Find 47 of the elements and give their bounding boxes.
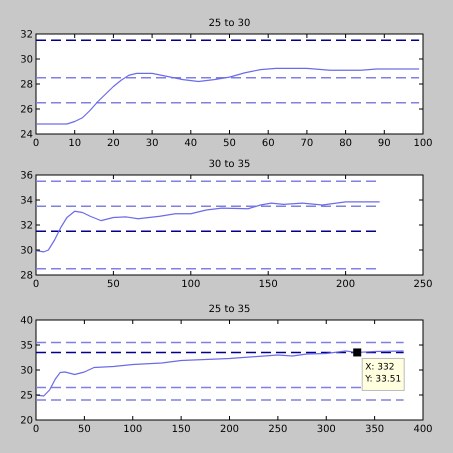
- y-tick-label: 28: [20, 80, 33, 90]
- chart-title: 25 to 30: [208, 18, 250, 29]
- annotation: X: 332 Y: 33.51: [364, 362, 402, 384]
- x-tick-label: 400: [413, 424, 433, 435]
- x-tick-label: 250: [413, 279, 433, 290]
- chart-title: 25 to 35: [208, 304, 250, 315]
- chart-title: 30 to 35: [208, 159, 250, 170]
- y-tick-label: 35: [20, 340, 33, 352]
- x-tick-label: 100: [181, 279, 200, 290]
- y-tick-label: 32: [20, 30, 33, 40]
- x-tick-label: 40: [184, 138, 198, 149]
- y-tick-label: 30: [20, 246, 33, 256]
- x-tick-label: 50: [107, 279, 120, 290]
- y-tick-label: 30: [20, 366, 33, 376]
- line-series: [35, 68, 420, 125]
- x-tick-label: 200: [336, 279, 356, 290]
- y-tick-label: 40: [20, 316, 33, 326]
- y-tick-label: 32: [20, 220, 33, 232]
- x-tick-label: 100: [123, 424, 142, 435]
- y-tick-label: 30: [20, 54, 33, 66]
- y-tick-label: 26: [20, 104, 33, 116]
- x-tick-label: 250: [268, 424, 288, 435]
- x-tick-label: 10: [68, 138, 82, 149]
- x-tick-label: 60: [262, 138, 275, 149]
- y-tick-label: 34: [20, 196, 33, 206]
- x-tick-label: 90: [378, 138, 391, 149]
- x-tick-label: 30: [146, 138, 158, 149]
- y-tick-label: 24: [20, 130, 33, 140]
- x-tick-label: 50: [223, 138, 236, 149]
- x-tick-label: 0: [32, 279, 40, 290]
- x-tick-label: 350: [365, 424, 384, 435]
- x-tick-label: 70: [300, 138, 314, 149]
- y-tick-label: 28: [20, 270, 33, 282]
- x-tick-label: 150: [172, 424, 191, 435]
- line-series: [35, 201, 380, 252]
- x-tick-label: 50: [78, 424, 91, 435]
- x-tick-label: 20: [107, 138, 120, 149]
- x-tick-label: 300: [316, 424, 336, 435]
- y-tick-label: 25: [20, 390, 33, 402]
- x-tick-label: 0: [32, 424, 40, 435]
- y-tick-label: 36: [20, 170, 33, 182]
- y-tick-label: 20: [20, 416, 33, 426]
- x-tick-label: 200: [220, 424, 240, 435]
- x-tick-label: 80: [339, 138, 352, 149]
- x-tick-label: 150: [258, 279, 278, 290]
- x-tick-label: 100: [413, 138, 433, 149]
- x-tick-label: 0: [32, 138, 40, 149]
